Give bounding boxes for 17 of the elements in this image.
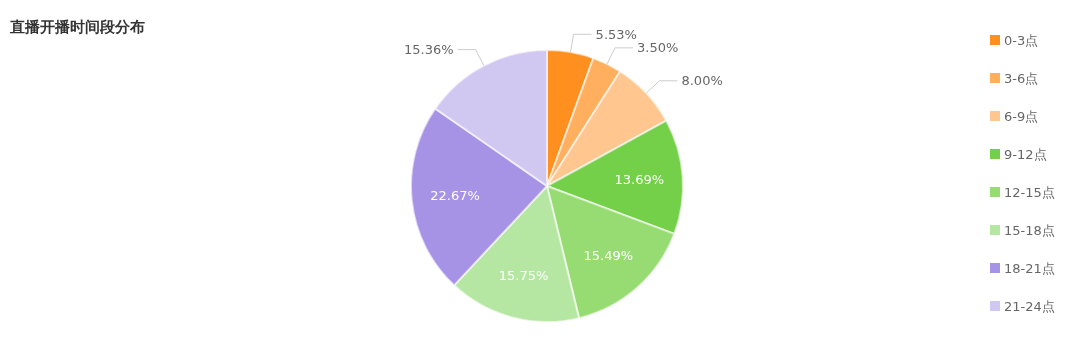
data-label: 3.50%	[637, 40, 679, 56]
legend-label: 0-3点	[1004, 32, 1039, 48]
text: 直播开播时间段分布	[9, 18, 145, 36]
data-label: 8.00%	[681, 73, 723, 89]
legend-label: 12-15点	[1004, 184, 1055, 200]
data-label: 5.53%	[595, 26, 637, 42]
data-label: 15.75%	[498, 267, 549, 283]
data-label: 15.49%	[583, 247, 634, 263]
data-label: 15.36%	[403, 42, 454, 58]
data-label: 13.69%	[614, 172, 665, 188]
legend-label: 9-12点	[1004, 146, 1047, 162]
legend-label: 3-6点	[1004, 70, 1039, 86]
legend-label: 15-18点	[1004, 222, 1055, 238]
legend-label: 6-9点	[1004, 108, 1039, 124]
data-label: 22.67%	[430, 188, 480, 204]
legend-label: 21-24点	[1004, 298, 1055, 314]
legend-label: 18-21点	[1004, 260, 1055, 276]
